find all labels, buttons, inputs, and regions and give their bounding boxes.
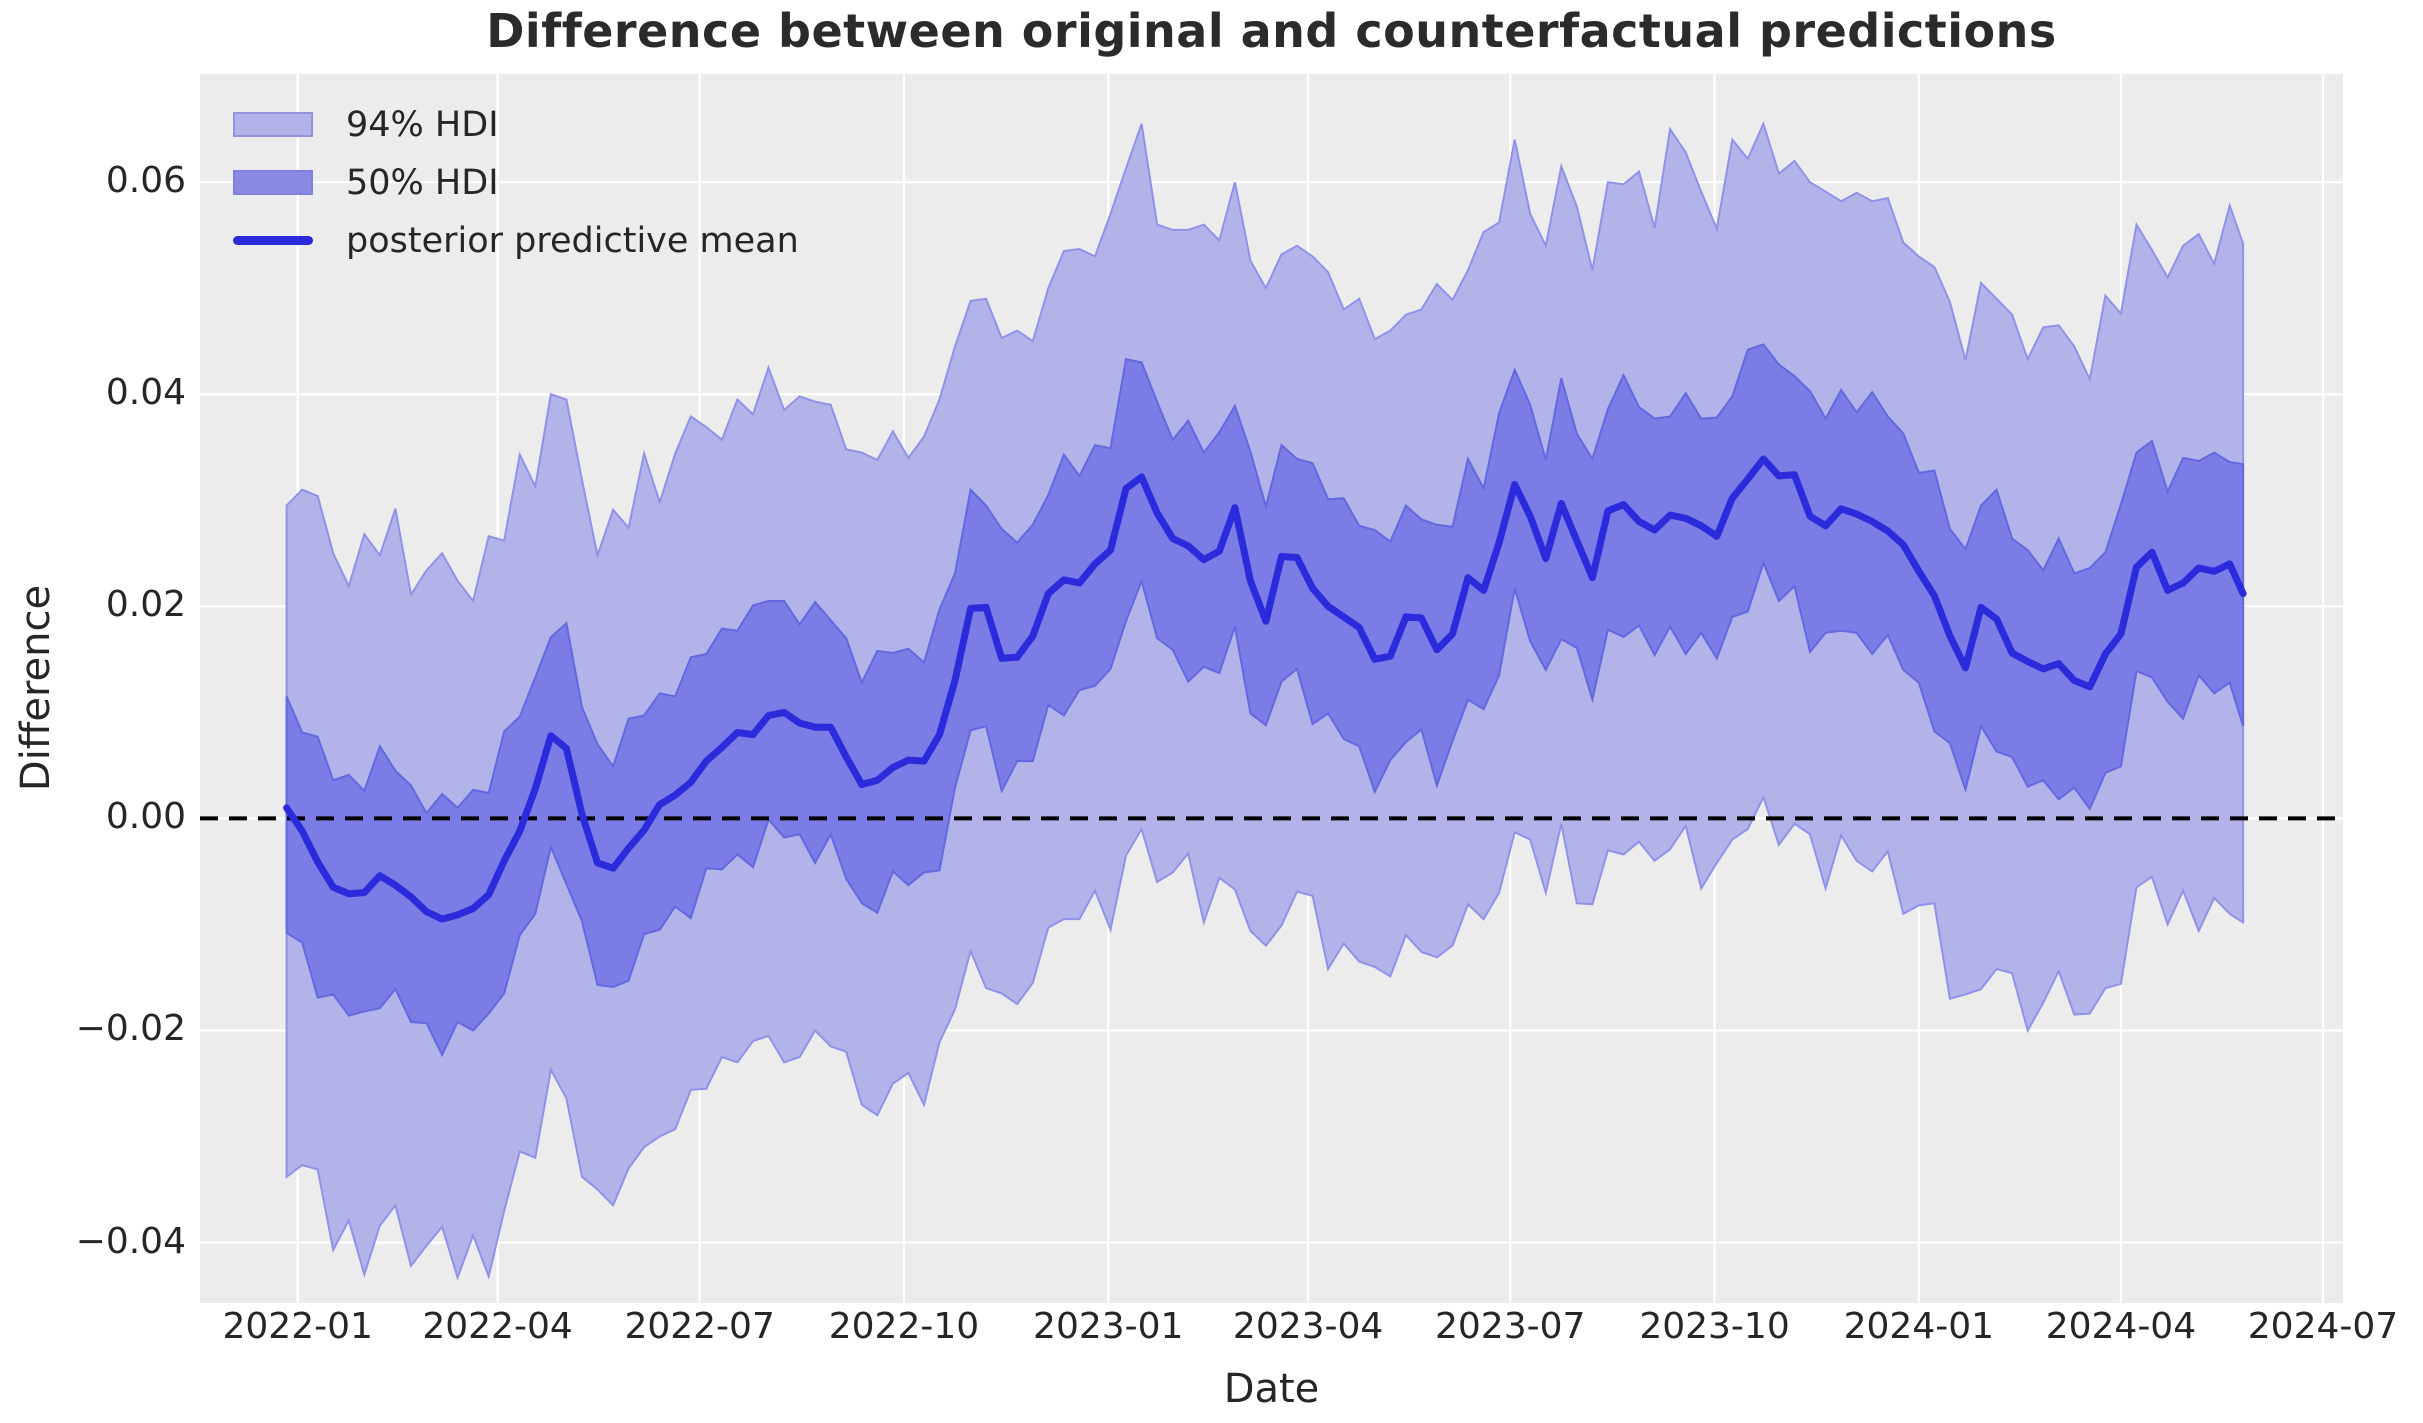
legend-patch-swatch [233, 170, 313, 195]
y-tick-label: 0.02 [105, 584, 186, 626]
x-tick-label: 2022-04 [422, 1306, 573, 1347]
legend-patch-swatch [233, 112, 313, 137]
x-tick-label: 2023-04 [1232, 1306, 1384, 1347]
x-tick-label: 2024-04 [2045, 1306, 2197, 1347]
y-tick-label: 0.04 [105, 372, 186, 414]
x-tick-label: 2023-07 [1435, 1306, 1586, 1347]
mean-line [283, 455, 2247, 923]
x-tick-label: 2022-07 [624, 1306, 775, 1347]
legend: 94% HDI 50% HDI posterior predictive mean [233, 105, 799, 285]
x-tick-label: 2024-07 [2247, 1306, 2399, 1347]
x-tick-label: 2022-01 [222, 1306, 373, 1347]
legend-item: 50% HDI [233, 163, 799, 203]
chart-title: Difference between original and counterf… [486, 4, 2057, 58]
x-axis-label: Date [1223, 1366, 1320, 1412]
x-tick-label: 2022-10 [828, 1306, 980, 1347]
legend-label: 50% HDI [346, 162, 499, 203]
legend-line-swatch [233, 236, 313, 245]
legend-item: posterior predictive mean [233, 221, 799, 261]
x-tick-label: 2023-10 [1639, 1306, 1790, 1347]
x-tick-label: 2023-01 [1033, 1306, 1184, 1347]
legend-label: 94% HDI [346, 104, 499, 145]
legend-label: posterior predictive mean [346, 220, 799, 261]
legend-item: 94% HDI [233, 105, 799, 145]
y-tick-label: −0.02 [75, 1008, 186, 1050]
x-tick-label: 2024-01 [1843, 1306, 1995, 1347]
y-tick-label: −0.04 [75, 1220, 186, 1262]
y-tick-label: 0.06 [105, 160, 186, 202]
y-tick-label: 0.00 [105, 796, 186, 838]
hdi50-band [285, 343, 2245, 1058]
